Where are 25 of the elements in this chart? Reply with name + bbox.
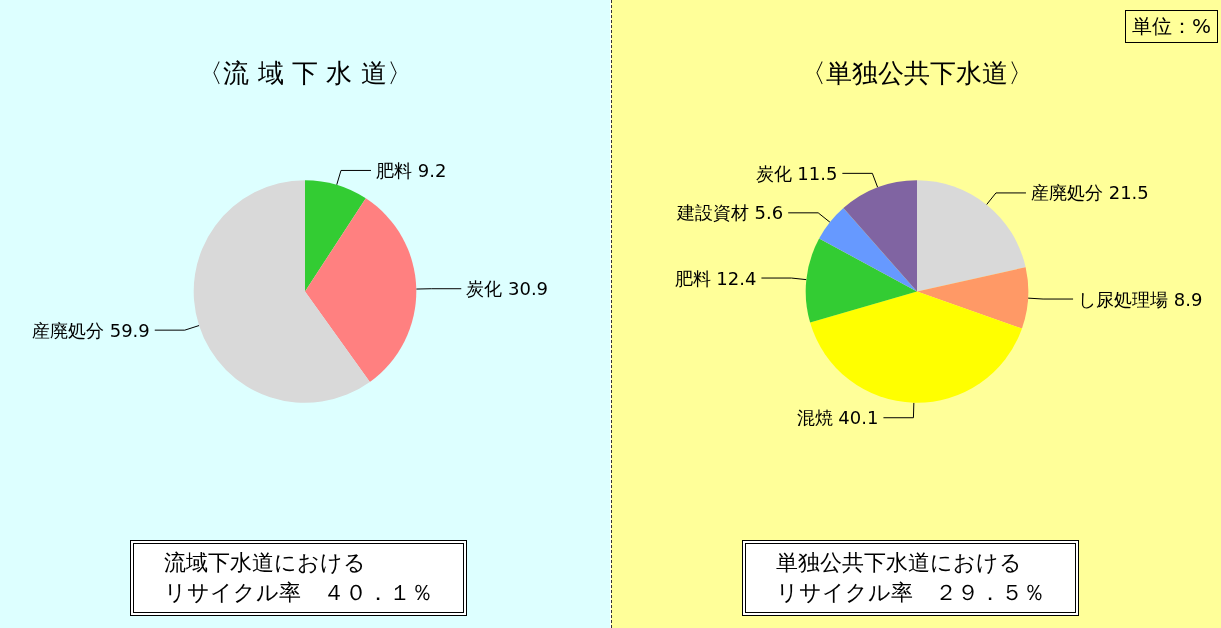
data-label: 11.5 <box>797 162 838 184</box>
text: リサイクル率 ４０．１％ <box>164 579 433 607</box>
slice-label: 炭化 <box>755 162 792 184</box>
slice-label: 肥料 <box>376 159 412 181</box>
data-label: 8.9 <box>1173 288 1203 310</box>
data-label: 40.1 <box>838 407 879 429</box>
data-label: 30.9 <box>507 278 549 300</box>
slice-label: 混焼 <box>796 407 833 429</box>
text: 流域下水道における <box>164 549 367 577</box>
data-label: 12.4 <box>716 267 757 289</box>
slice-label: 肥料 <box>674 267 711 289</box>
slice-label: 建設資材 <box>675 202 749 224</box>
chart-title: 〈単独公共下水道〉 <box>800 58 1034 88</box>
data-label: 21.5 <box>1108 182 1149 204</box>
chart-title: 〈流 域 下 水 道〉 <box>197 58 413 88</box>
text: 単独公共下水道における <box>776 549 1023 577</box>
data-label: 5.6 <box>754 202 784 224</box>
slice-label: し尿処理場 <box>1078 288 1169 310</box>
slice-label: 炭化 <box>466 278 503 300</box>
data-label: 59.9 <box>109 319 150 341</box>
data-label: 9.2 <box>417 159 447 181</box>
slice-label: 産廃処分 <box>31 319 104 341</box>
text: リサイクル率 ２９．５％ <box>776 579 1045 607</box>
text: 単位：% <box>1124 10 1218 43</box>
slice-label: 産廃処分 <box>1030 182 1103 204</box>
